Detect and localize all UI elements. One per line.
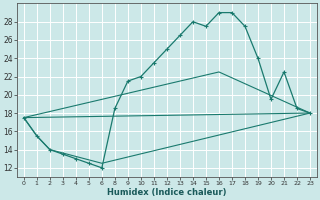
- X-axis label: Humidex (Indice chaleur): Humidex (Indice chaleur): [107, 188, 227, 197]
